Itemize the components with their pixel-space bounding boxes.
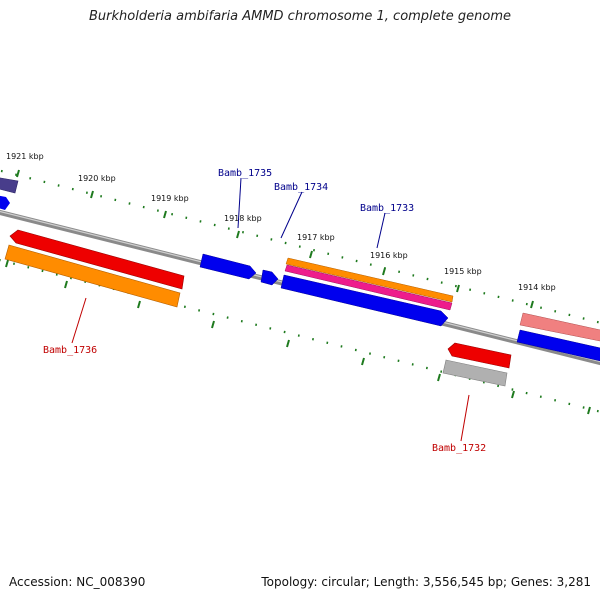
gene-labels: Bamb_1735 Bamb_1734 Bamb_1733 Bamb_1736 … <box>43 168 486 454</box>
scale-ticks: 1921 kbp 1920 kbp 1919 kbp 1918 kbp 1917… <box>6 152 556 309</box>
tick-label-1917: 1917 kbp <box>297 233 335 242</box>
gene-bamb-1733-magenta[interactable] <box>284 264 453 311</box>
tick-1915 <box>456 284 460 293</box>
tick-1920 <box>90 190 94 199</box>
gene-bamb-1732-red[interactable] <box>447 342 512 369</box>
gene-partial-blue[interactable] <box>0 195 10 210</box>
gene-partial-purple[interactable] <box>0 177 19 194</box>
gene-bamb-1733-blue[interactable] <box>280 274 449 327</box>
tick-1919 <box>163 210 167 219</box>
tick-1916 <box>382 267 386 276</box>
gene-bamb-1732-gray[interactable] <box>442 359 508 387</box>
tick-1914 <box>530 300 534 309</box>
label-bamb-1732[interactable]: Bamb_1732 <box>432 443 486 454</box>
gene-partial-pink[interactable] <box>519 312 600 342</box>
tick-1917 <box>309 250 313 259</box>
gene-bamb-1736-orange[interactable] <box>4 244 181 308</box>
gene-bamb-1735[interactable] <box>199 253 257 280</box>
reverse-genes <box>4 229 512 387</box>
label-bamb-1735[interactable]: Bamb_1735 <box>218 168 272 179</box>
tick-label-1919: 1919 kbp <box>151 194 189 203</box>
tick-label-1914: 1914 kbp <box>518 283 556 292</box>
lower-scale-ticks <box>5 259 591 415</box>
tick-label-1920: 1920 kbp <box>78 174 116 183</box>
tick-1918 <box>236 230 240 239</box>
label-bamb-1733[interactable]: Bamb_1733 <box>360 203 414 214</box>
tick-1921 <box>16 169 20 178</box>
label-bamb-1734[interactable]: Bamb_1734 <box>274 182 328 193</box>
label-bamb-1736[interactable]: Bamb_1736 <box>43 345 97 356</box>
lower-track-dots <box>0 259 599 413</box>
tick-label-1916: 1916 kbp <box>370 251 408 260</box>
upper-track-dots <box>0 169 599 324</box>
gene-bamb-1734[interactable] <box>260 269 279 286</box>
gene-bamb-1736-red[interactable] <box>9 229 185 290</box>
tick-label-1921: 1921 kbp <box>6 152 44 161</box>
gene-bamb-1733-orange[interactable] <box>285 257 454 303</box>
gene-callouts <box>71 177 470 442</box>
map-title: Burkholderia ambifaria AMMD chromosome 1… <box>88 9 512 24</box>
tick-label-1918: 1918 kbp <box>224 214 262 223</box>
accession-text: Accession: NC_008390 <box>9 575 146 589</box>
tick-label-1915: 1915 kbp <box>444 267 482 276</box>
forward-genes <box>0 177 600 362</box>
gene-partial-blue-right[interactable] <box>516 329 600 362</box>
genome-summary-text: Topology: circular; Length: 3,556,545 bp… <box>261 575 591 589</box>
